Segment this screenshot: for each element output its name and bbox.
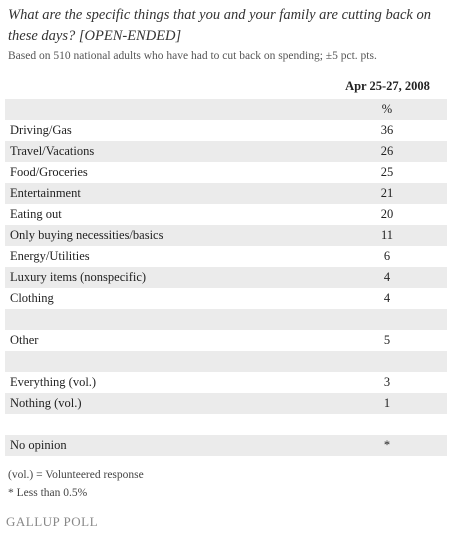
subtitle: Based on 510 national adults who have ha… xyxy=(8,50,377,62)
table-row: Nothing (vol.) 1 xyxy=(5,393,447,414)
source-logo: GALLUP POLL xyxy=(6,514,99,529)
row-value: 4 xyxy=(383,270,391,284)
table-row: Travel/Vacations 26 xyxy=(5,141,447,162)
row-value: 11 xyxy=(380,228,394,242)
row-value: 36 xyxy=(380,123,394,137)
table-row: Food/Groceries 25 xyxy=(5,162,447,183)
table-row: Luxury items (nonspecific) 4 xyxy=(5,267,447,288)
row-label: Only buying necessities/basics xyxy=(10,228,164,242)
table-row: No opinion * xyxy=(5,435,447,456)
row-label: No opinion xyxy=(10,438,67,452)
column-header: Apr 25-27, 2008 xyxy=(345,79,430,93)
table-row: % xyxy=(5,99,447,120)
row-label: Nothing (vol.) xyxy=(10,396,82,410)
row-label: Eating out xyxy=(10,207,62,221)
row-label: Travel/Vacations xyxy=(10,144,95,158)
table-row xyxy=(5,414,447,435)
table-row: Driving/Gas 36 xyxy=(5,120,447,141)
table-row: Other 5 xyxy=(5,330,447,351)
title: What are the specific things that you an… xyxy=(8,7,431,44)
table-row: Entertainment 21 xyxy=(5,183,447,204)
table-row: Energy/Utilities 6 xyxy=(5,246,447,267)
row-label: Clothing xyxy=(10,291,54,305)
table-row: Eating out 20 xyxy=(5,204,447,225)
table-row: Clothing 4 xyxy=(5,288,447,309)
row-label: Food/Groceries xyxy=(10,165,88,179)
row-value: 4 xyxy=(383,291,391,305)
row-value: 21 xyxy=(380,186,394,200)
unit-label: % xyxy=(381,102,393,116)
row-value: 26 xyxy=(380,144,394,158)
row-label: Energy/Utilities xyxy=(10,249,90,263)
row-value: 25 xyxy=(380,165,394,179)
table-row xyxy=(5,351,447,372)
footnote: (vol.) = Volunteered response xyxy=(8,469,144,481)
row-label: Driving/Gas xyxy=(10,123,72,137)
row-value: 20 xyxy=(380,207,394,221)
table-row xyxy=(5,309,447,330)
footnote: * Less than 0.5% xyxy=(8,487,88,499)
row-value: 6 xyxy=(383,249,391,263)
row-value: 5 xyxy=(383,333,391,347)
row-label: Entertainment xyxy=(10,186,81,200)
row-value: 3 xyxy=(383,375,391,389)
row-label: Everything (vol.) xyxy=(10,375,97,389)
table-row: Only buying necessities/basics 11 xyxy=(5,225,447,246)
row-label: Luxury items (nonspecific) xyxy=(10,270,147,284)
row-value: * xyxy=(383,438,391,452)
row-label: Other xyxy=(10,333,39,347)
table-row: Everything (vol.) 3 xyxy=(5,372,447,393)
row-value: 1 xyxy=(383,396,391,410)
